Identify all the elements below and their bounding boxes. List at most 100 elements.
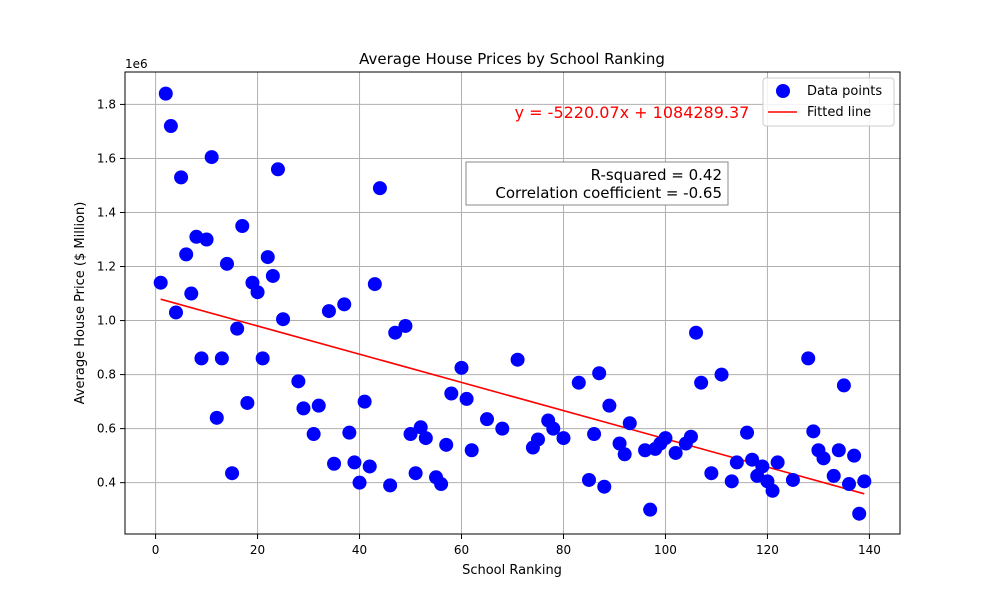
data-point <box>250 285 265 300</box>
x-axis-ticks: 0 20 40 60 80 100 120 140 <box>152 534 881 557</box>
data-point <box>260 250 275 265</box>
x-tick-label: 100 <box>654 543 677 557</box>
correlation-text: Correlation coefficient = -0.65 <box>495 184 722 202</box>
y-tick-label: 1.0 <box>97 314 116 328</box>
data-point <box>342 425 357 440</box>
x-tick-label: 20 <box>250 543 265 557</box>
data-point <box>179 247 194 262</box>
x-tick-label: 80 <box>556 543 571 557</box>
data-point <box>327 456 342 471</box>
data-point <box>806 424 821 439</box>
data-point <box>587 427 602 442</box>
data-point <box>225 466 240 481</box>
data-point <box>230 321 245 336</box>
data-point <box>214 351 229 366</box>
data-point <box>383 478 398 493</box>
data-point <box>265 268 280 283</box>
data-point <box>556 431 571 446</box>
data-point <box>276 312 291 327</box>
data-point <box>219 256 234 271</box>
data-point <box>689 325 704 340</box>
regression-equation: y = -5220.07x + 1084289.37 <box>515 103 750 122</box>
data-point <box>388 325 403 340</box>
data-point <box>571 375 586 390</box>
data-point <box>765 483 780 498</box>
data-point <box>240 395 255 410</box>
data-point <box>638 443 653 458</box>
data-point <box>643 502 658 517</box>
data-point <box>444 386 459 401</box>
data-point <box>745 452 760 467</box>
data-point <box>418 431 433 446</box>
data-point <box>158 86 173 101</box>
data-point <box>174 170 189 185</box>
data-point <box>740 425 755 440</box>
y-axis-label: Average House Price ($ Million) <box>73 202 88 405</box>
data-point <box>459 391 474 406</box>
data-point <box>454 360 469 375</box>
data-point <box>785 472 800 487</box>
data-point <box>602 398 617 413</box>
x-tick-label: 0 <box>152 543 160 557</box>
data-point <box>296 401 311 416</box>
data-point <box>184 286 199 301</box>
statistics-box: R-squared = 0.42 Correlation coefficient… <box>465 161 729 206</box>
plot-frame <box>124 71 901 535</box>
data-point <box>337 297 352 312</box>
data-point <box>357 394 372 409</box>
data-point <box>168 305 183 320</box>
data-point <box>852 506 867 521</box>
x-tick-label: 40 <box>352 543 367 557</box>
x-tick-label: 60 <box>454 543 469 557</box>
data-point <box>801 351 816 366</box>
data-point <box>836 378 851 393</box>
legend-frame <box>762 77 895 127</box>
data-point <box>372 181 387 196</box>
data-point <box>612 436 627 451</box>
data-point <box>847 448 862 463</box>
data-point <box>842 477 857 492</box>
data-point <box>597 479 612 494</box>
data-point <box>199 232 214 247</box>
data-point <box>495 421 510 436</box>
y-tick-label: 1.6 <box>97 151 116 165</box>
data-point <box>546 421 561 436</box>
data-point <box>398 318 413 333</box>
data-point <box>306 427 321 442</box>
data-point <box>163 119 178 134</box>
data-point <box>857 474 872 489</box>
data-point <box>581 472 596 487</box>
x-tick-label: 140 <box>858 543 881 557</box>
y-tick-label: 0.6 <box>97 422 116 436</box>
data-point <box>408 466 423 481</box>
data-point <box>464 443 479 458</box>
data-point <box>153 275 168 290</box>
y-tick-label: 0.4 <box>97 476 116 490</box>
data-point <box>826 468 841 483</box>
data-point <box>413 420 428 435</box>
data-point <box>816 451 831 466</box>
data-point <box>714 367 729 382</box>
data-point <box>724 474 739 489</box>
data-point <box>510 352 525 367</box>
data-point <box>592 366 607 381</box>
y-axis-ticks: 0.4 0.6 0.8 1.0 1.2 1.4 1.6 1.8 <box>97 97 125 490</box>
data-point <box>480 412 495 427</box>
data-point <box>194 351 209 366</box>
x-axis-label: School Ranking <box>462 563 562 578</box>
grid-lines <box>125 72 900 534</box>
y-axis-offset-label: 1e6 <box>125 57 148 71</box>
data-point <box>622 416 637 431</box>
data-point <box>530 432 545 447</box>
data-point <box>209 410 224 425</box>
data-point <box>668 445 683 460</box>
legend-label-data-points: Data points <box>807 84 882 99</box>
data-point <box>403 427 418 442</box>
data-point <box>683 429 698 444</box>
data-point <box>291 374 306 389</box>
data-point <box>658 431 673 446</box>
data-points <box>153 86 872 521</box>
y-tick-label: 1.4 <box>97 205 116 219</box>
data-point <box>434 477 449 492</box>
